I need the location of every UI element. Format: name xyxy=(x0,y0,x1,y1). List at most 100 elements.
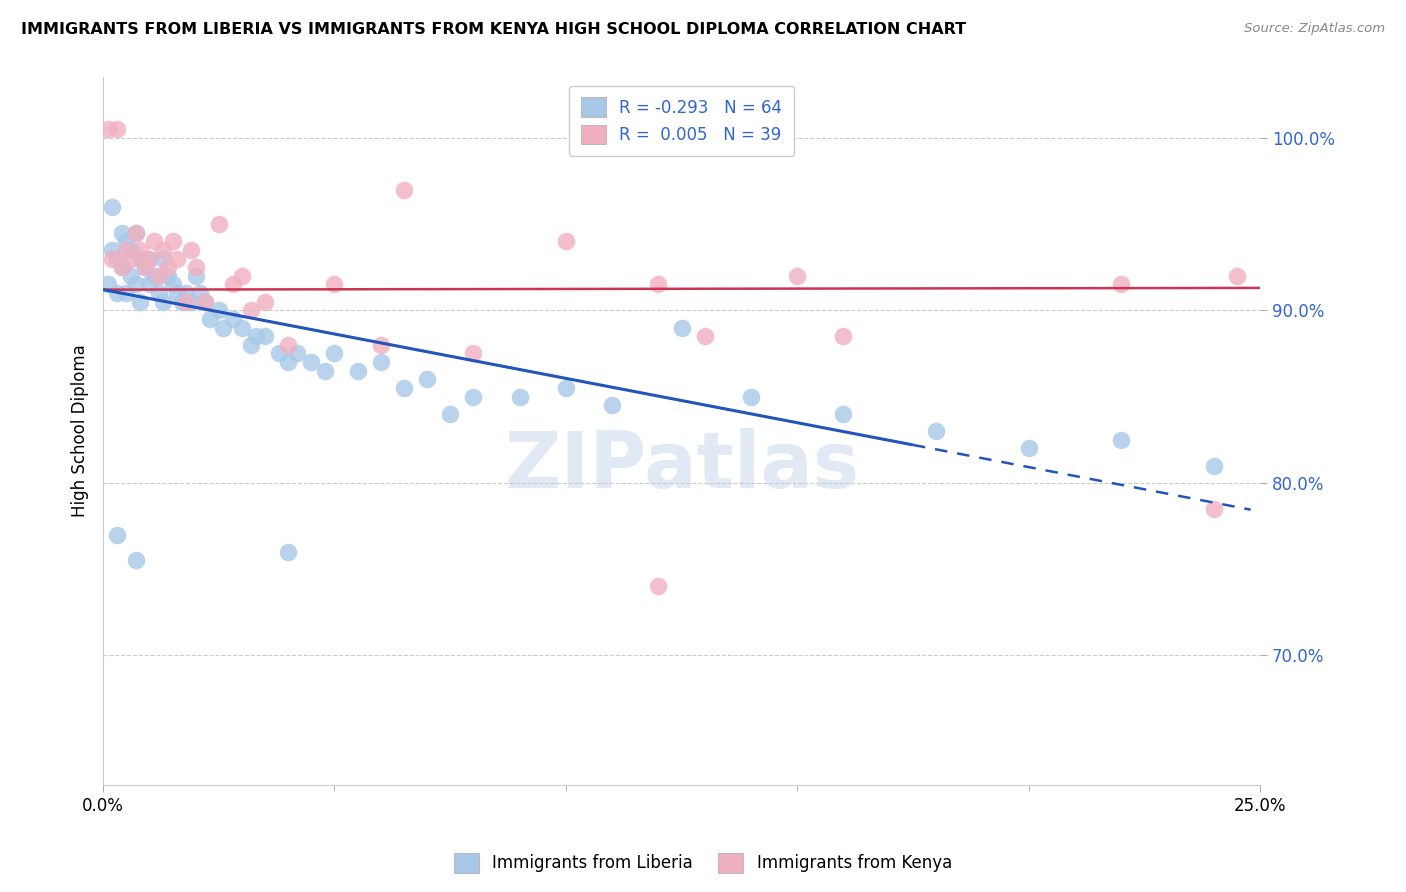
Point xyxy=(166,286,188,301)
Point xyxy=(148,286,170,301)
Point xyxy=(323,346,346,360)
Point xyxy=(152,243,174,257)
Point xyxy=(832,407,855,421)
Point xyxy=(240,338,263,352)
Point xyxy=(101,200,124,214)
Point xyxy=(299,355,322,369)
Text: ZIPatlas: ZIPatlas xyxy=(503,428,859,505)
Point xyxy=(115,235,138,249)
Point xyxy=(138,277,160,292)
Point xyxy=(254,294,277,309)
Point xyxy=(166,252,188,266)
Point xyxy=(212,320,235,334)
Point xyxy=(162,277,184,292)
Point xyxy=(156,260,179,275)
Point xyxy=(111,260,134,275)
Text: Source: ZipAtlas.com: Source: ZipAtlas.com xyxy=(1244,22,1385,36)
Point xyxy=(1109,277,1132,292)
Point xyxy=(120,268,142,283)
Point xyxy=(231,320,253,334)
Point xyxy=(129,294,152,309)
Point xyxy=(740,390,762,404)
Point xyxy=(101,252,124,266)
Point xyxy=(370,338,392,352)
Point xyxy=(194,294,217,309)
Point xyxy=(287,346,309,360)
Point xyxy=(370,355,392,369)
Point xyxy=(1202,458,1225,473)
Point xyxy=(124,226,146,240)
Point xyxy=(509,390,531,404)
Point xyxy=(463,346,485,360)
Point xyxy=(138,252,160,266)
Point xyxy=(101,243,124,257)
Point xyxy=(111,226,134,240)
Point xyxy=(647,579,669,593)
Point xyxy=(97,277,120,292)
Point xyxy=(314,364,336,378)
Point xyxy=(115,243,138,257)
Point xyxy=(176,286,198,301)
Point xyxy=(170,294,193,309)
Point xyxy=(194,294,217,309)
Point xyxy=(554,235,576,249)
Point xyxy=(1018,442,1040,456)
Point xyxy=(180,294,202,309)
Point xyxy=(208,217,231,231)
Point xyxy=(671,320,693,334)
Point xyxy=(416,372,439,386)
Point xyxy=(105,527,128,541)
Point xyxy=(105,286,128,301)
Point xyxy=(208,303,231,318)
Point xyxy=(120,243,142,257)
Point xyxy=(129,243,152,257)
Point xyxy=(176,294,198,309)
Point xyxy=(115,286,138,301)
Point xyxy=(439,407,461,421)
Point xyxy=(832,329,855,343)
Text: IMMIGRANTS FROM LIBERIA VS IMMIGRANTS FROM KENYA HIGH SCHOOL DIPLOMA CORRELATION: IMMIGRANTS FROM LIBERIA VS IMMIGRANTS FR… xyxy=(21,22,966,37)
Point xyxy=(277,545,299,559)
Point xyxy=(184,268,207,283)
Point xyxy=(180,243,202,257)
Point xyxy=(134,260,156,275)
Point xyxy=(240,303,263,318)
Y-axis label: High School Diploma: High School Diploma xyxy=(72,344,89,517)
Point xyxy=(463,390,485,404)
Point xyxy=(143,268,166,283)
Point xyxy=(600,398,623,412)
Point xyxy=(148,268,170,283)
Point xyxy=(143,235,166,249)
Point xyxy=(152,294,174,309)
Point xyxy=(925,424,948,438)
Point xyxy=(222,277,245,292)
Point xyxy=(647,277,669,292)
Point xyxy=(162,235,184,249)
Point xyxy=(111,260,134,275)
Point xyxy=(786,268,808,283)
Point xyxy=(124,226,146,240)
Point xyxy=(184,260,207,275)
Point xyxy=(188,286,211,301)
Point xyxy=(156,268,179,283)
Point xyxy=(129,252,152,266)
Point xyxy=(245,329,267,343)
Point xyxy=(124,553,146,567)
Point xyxy=(277,338,299,352)
Point xyxy=(1202,501,1225,516)
Point xyxy=(554,381,576,395)
Point xyxy=(198,312,221,326)
Point xyxy=(138,252,160,266)
Point xyxy=(346,364,368,378)
Point xyxy=(1109,433,1132,447)
Point xyxy=(277,355,299,369)
Point xyxy=(105,252,128,266)
Point xyxy=(134,260,156,275)
Point xyxy=(693,329,716,343)
Point xyxy=(267,346,290,360)
Point xyxy=(120,252,142,266)
Point xyxy=(124,277,146,292)
Legend: Immigrants from Liberia, Immigrants from Kenya: Immigrants from Liberia, Immigrants from… xyxy=(447,847,959,880)
Point xyxy=(254,329,277,343)
Point xyxy=(105,122,128,136)
